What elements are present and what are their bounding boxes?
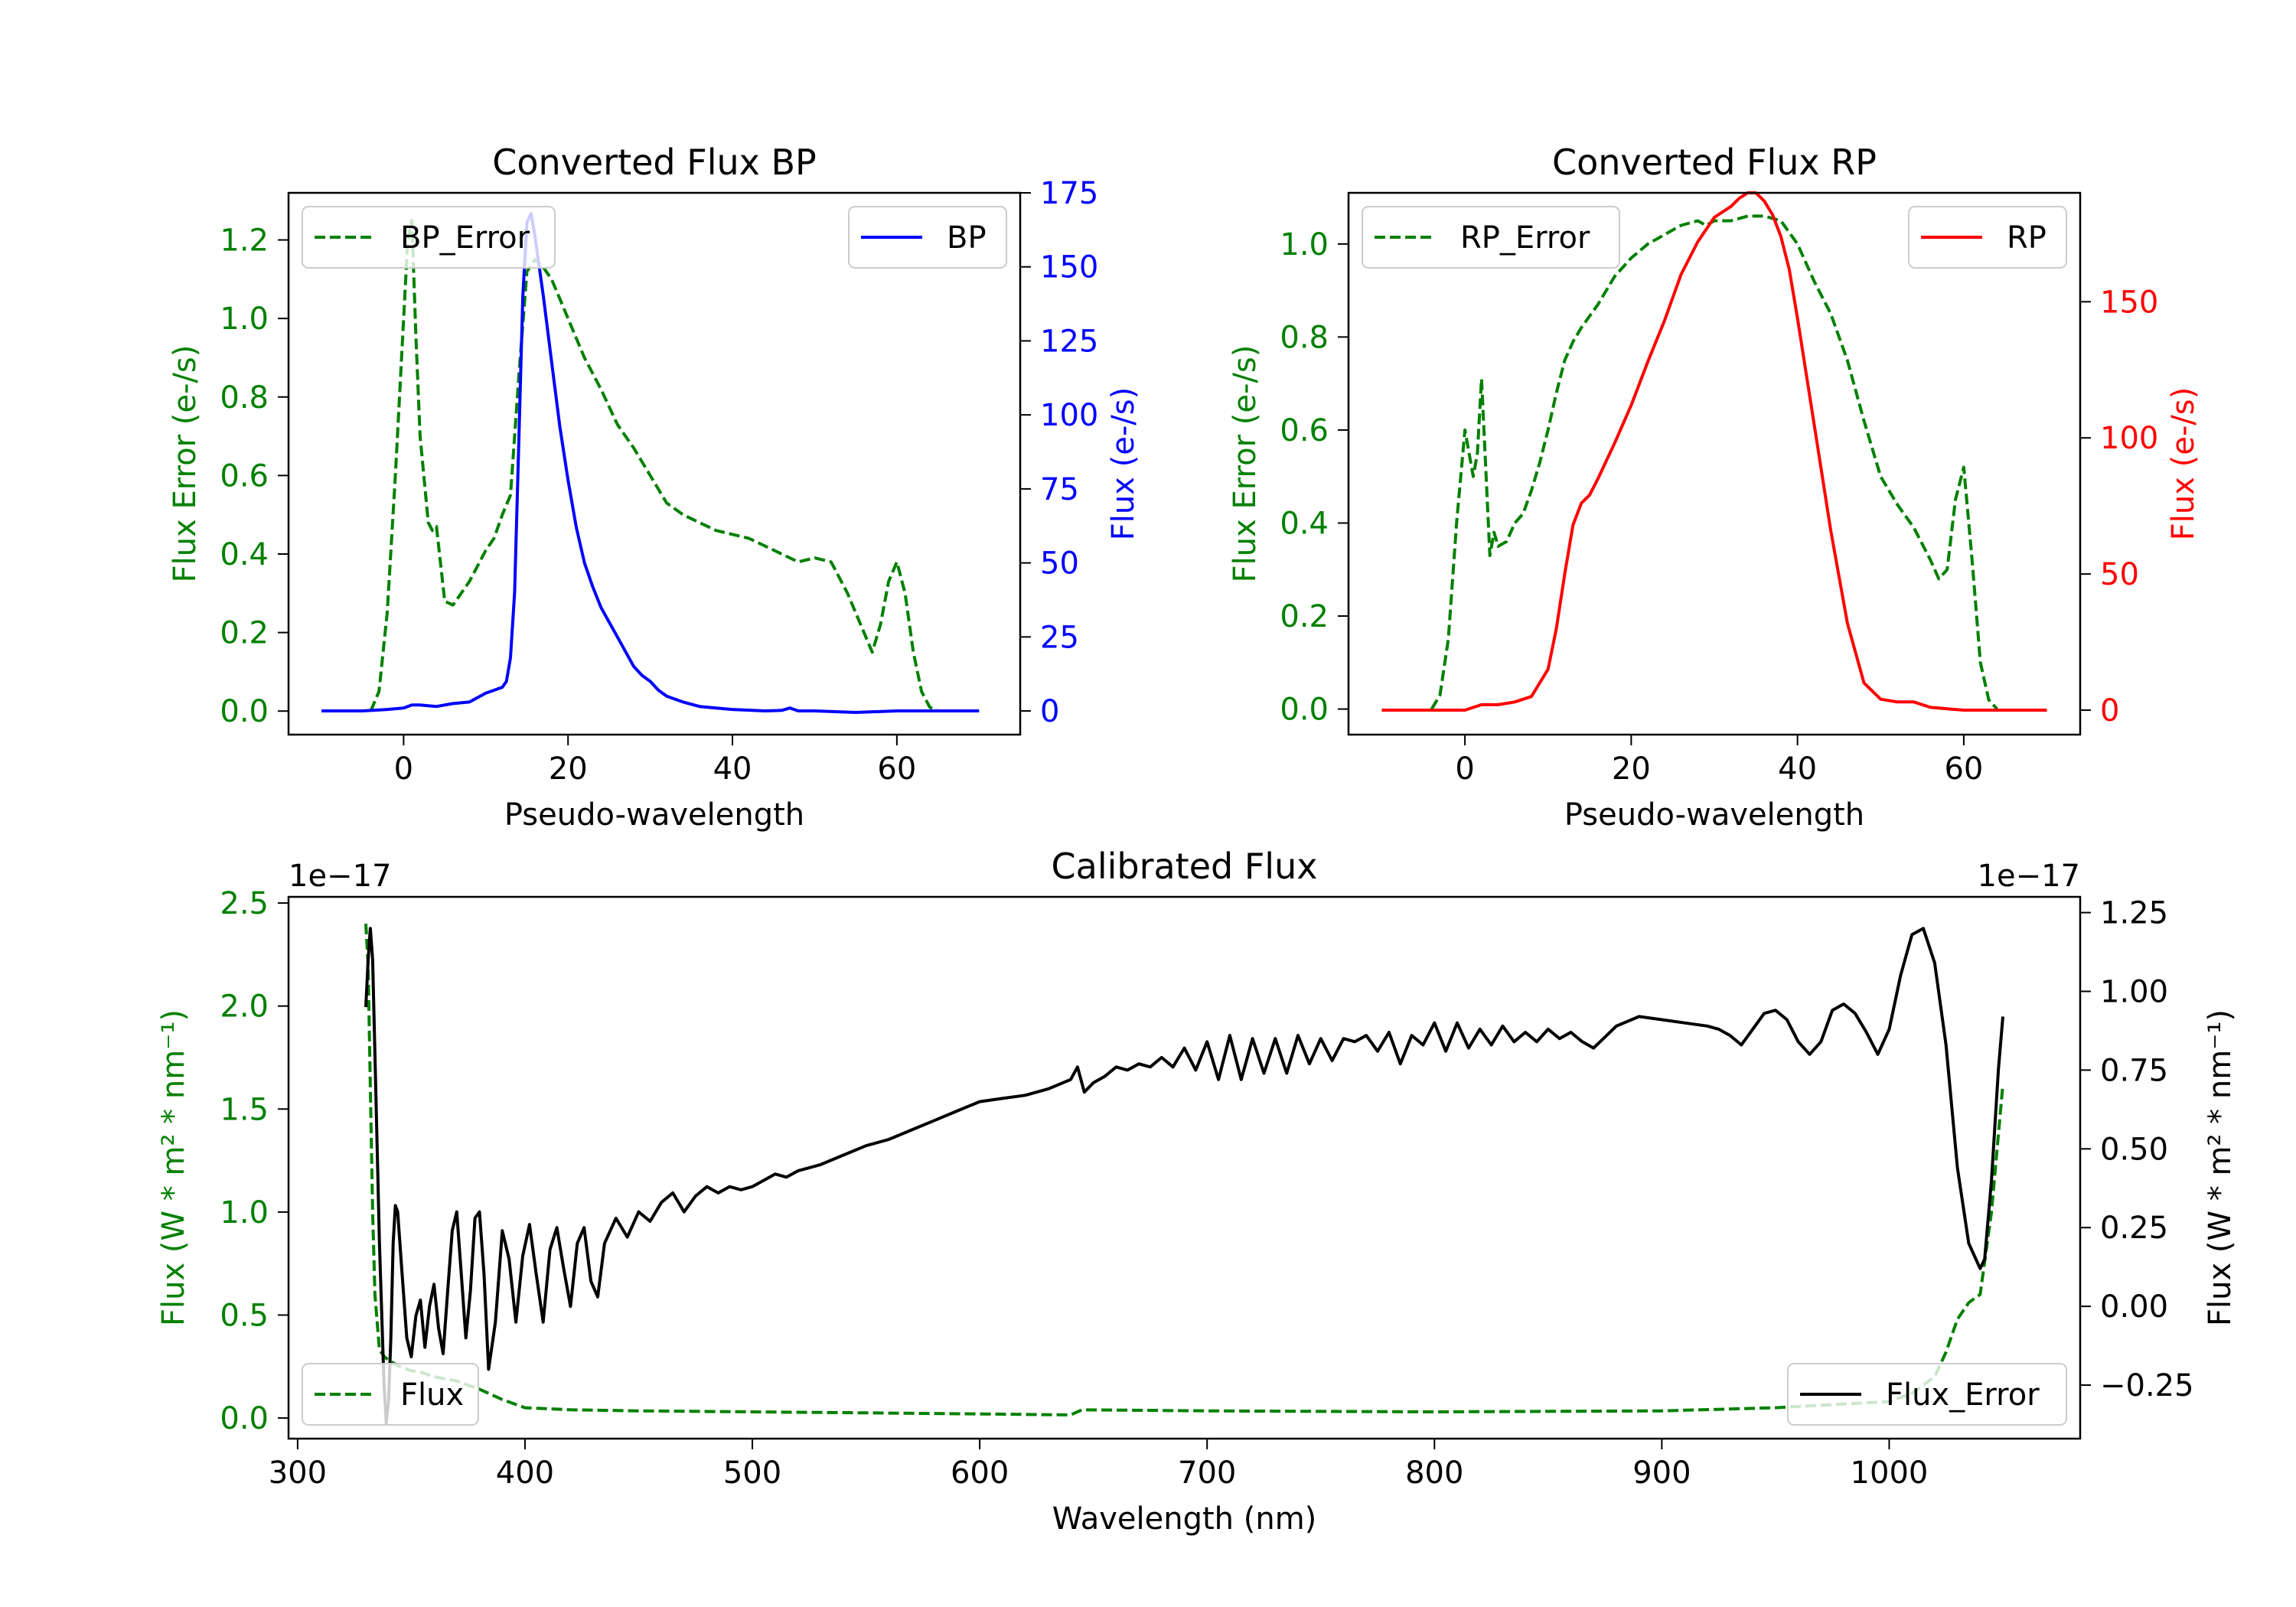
legend-right: RP [1908, 206, 2067, 269]
y-right-tick-label: 0.00 [2100, 1289, 2168, 1325]
x-axis-label: Pseudo-wavelength [1564, 797, 1864, 833]
y-right-axis-label: Flux (W * m² * nm⁻¹) [2203, 1009, 2238, 1326]
y-right-axis-label: Flux (e-/s) [2166, 387, 2201, 540]
y-right-tick-label: 175 [1040, 176, 1098, 211]
y-left-axis-label: Flux (W * m² * nm⁻¹) [156, 1009, 191, 1326]
y-right-tick-label: −0.25 [2100, 1368, 2194, 1403]
y-right-tick-label: 0 [2100, 693, 2119, 729]
y-right-tick-label: 100 [2100, 421, 2158, 456]
series-line-flux [364, 927, 2004, 1425]
legend-box [302, 1363, 479, 1426]
series-line-bp-error [369, 218, 939, 713]
x-tick-label: 20 [1612, 751, 1651, 787]
legend-right: Flux_Error [1787, 1363, 2067, 1426]
x-axis-label: Pseudo-wavelength [504, 797, 804, 833]
y-left-tick-label: 1.0 [220, 1195, 269, 1231]
x-tick-label: 1000 [1851, 1455, 1929, 1491]
chart-bp: 0 20 40 60 0.0 0.2 0.4 0.6 0.8 1.0 1.2 0 25 50 75 100 12… [168, 142, 1141, 833]
legend-label: BP [947, 220, 987, 256]
y-right-tick-label: 125 [1040, 324, 1098, 359]
y-right-tick-label: 0.25 [2100, 1211, 2168, 1246]
series-line-rp-error [1430, 214, 1998, 710]
y-right-tick-label: 1.25 [2100, 896, 2168, 931]
legend-right: BP [848, 206, 1007, 269]
y-right-tick-label: 50 [2100, 557, 2139, 592]
legend-label: RP_Error [1460, 220, 1590, 256]
y-left-tick-label: 0.6 [220, 458, 269, 494]
y-right-tick-label: 0.50 [2100, 1132, 2168, 1167]
legend-box [848, 206, 1007, 269]
y-left-tick-label: 2.0 [220, 989, 269, 1025]
y-left-tick-label: 0.6 [1280, 413, 1329, 448]
y-left-tick-label: 0.4 [220, 537, 269, 572]
y-right-tick-label: 0 [1040, 694, 1059, 729]
legend-box [302, 206, 556, 269]
legend-label: Flux_Error [1886, 1377, 2040, 1413]
y-right-tick-label: 75 [1040, 472, 1079, 507]
y-left-offset-label: 1e−17 [289, 859, 391, 894]
y-left-tick-label: 0.4 [1280, 506, 1329, 541]
x-tick-label: 500 [723, 1455, 781, 1491]
x-tick-label: 300 [269, 1455, 327, 1491]
x-tick-label: 700 [1178, 1455, 1236, 1491]
plot-frame [1347, 191, 2082, 736]
y-right-tick-label: 100 [1040, 398, 1098, 433]
y-left-tick-label: 1.5 [220, 1092, 269, 1127]
y-right-axis-label: Flux (e-/s) [1106, 387, 1141, 540]
legend-label: Flux [400, 1377, 464, 1413]
x-tick-label: 0 [1455, 751, 1474, 787]
y-left-tick-label: 2.5 [220, 886, 269, 921]
x-tick-label: 40 [713, 751, 752, 787]
y-left-tick-label: 0.2 [220, 616, 269, 651]
x-tick-label: 600 [951, 1455, 1009, 1491]
x-tick-label: 60 [1944, 751, 1983, 787]
y-left-axis-label: Flux Error (e-/s) [168, 345, 203, 583]
plot-frame [287, 895, 2082, 1440]
chart-title: Calibrated Flux [1052, 846, 1318, 887]
x-tick-label: 900 [1632, 1455, 1691, 1491]
series-line-bp [321, 212, 980, 714]
x-tick-label: 60 [877, 751, 916, 787]
y-right-tick-label: 150 [2100, 285, 2158, 320]
y-left-tick-label: 1.0 [220, 302, 269, 337]
x-tick-label: 20 [549, 751, 588, 787]
x-axis-label: Wavelength (nm) [1052, 1501, 1317, 1537]
y-left-tick-label: 1.2 [220, 223, 269, 259]
y-left-tick-label: 0.8 [1280, 320, 1329, 355]
chart-title: Converted Flux RP [1552, 142, 1877, 183]
legend-label: BP_Error [400, 220, 530, 256]
y-left-tick-label: 0.2 [1280, 599, 1329, 634]
legend-box [1908, 206, 2067, 269]
series-line-flux-error [364, 923, 2004, 1416]
y-right-tick-label: 0.75 [2100, 1053, 2168, 1088]
series-line-rp [1381, 191, 2047, 712]
x-tick-label: 40 [1778, 751, 1817, 787]
y-right-tick-label: 50 [1040, 546, 1079, 582]
chart-rp: 0 20 40 60 0.0 0.2 0.4 0.6 0.8 1.0 0 50 100 150 Conver… [1228, 142, 2201, 833]
x-tick-label: 800 [1405, 1455, 1463, 1491]
x-tick-label: 400 [496, 1455, 554, 1491]
y-left-tick-label: 0.0 [1280, 693, 1329, 728]
y-left-axis-label: Flux Error (e-/s) [1228, 345, 1263, 583]
legend-left: RP_Error [1362, 206, 1620, 269]
y-right-tick-label: 1.00 [2100, 974, 2168, 1009]
legend-label: RP [2007, 220, 2047, 256]
y-right-tick-label: 25 [1040, 620, 1079, 655]
y-left-tick-label: 1.0 [1280, 227, 1329, 262]
legend-box [1787, 1363, 2067, 1426]
legend-left: Flux [302, 1363, 479, 1426]
chart-title: Converted Flux BP [492, 142, 817, 183]
y-left-tick-label: 0.0 [220, 694, 269, 729]
y-right-tick-label: 150 [1040, 250, 1098, 285]
y-left-tick-label: 0.5 [220, 1298, 269, 1333]
plot-frame [287, 191, 1022, 736]
y-left-tick-label: 0.8 [220, 380, 269, 416]
legend-box [1362, 206, 1620, 269]
y-left-tick-label: 0.0 [220, 1401, 269, 1436]
chart-calibrated: 300 400 500 600 700 800 900 1000 0.0 0.5 1.0 1.5 2.0… [156, 846, 2238, 1537]
y-right-offset-label: 1e−17 [1978, 859, 2080, 894]
legend-left: BP_Error [302, 206, 556, 269]
x-tick-label: 0 [394, 751, 413, 787]
